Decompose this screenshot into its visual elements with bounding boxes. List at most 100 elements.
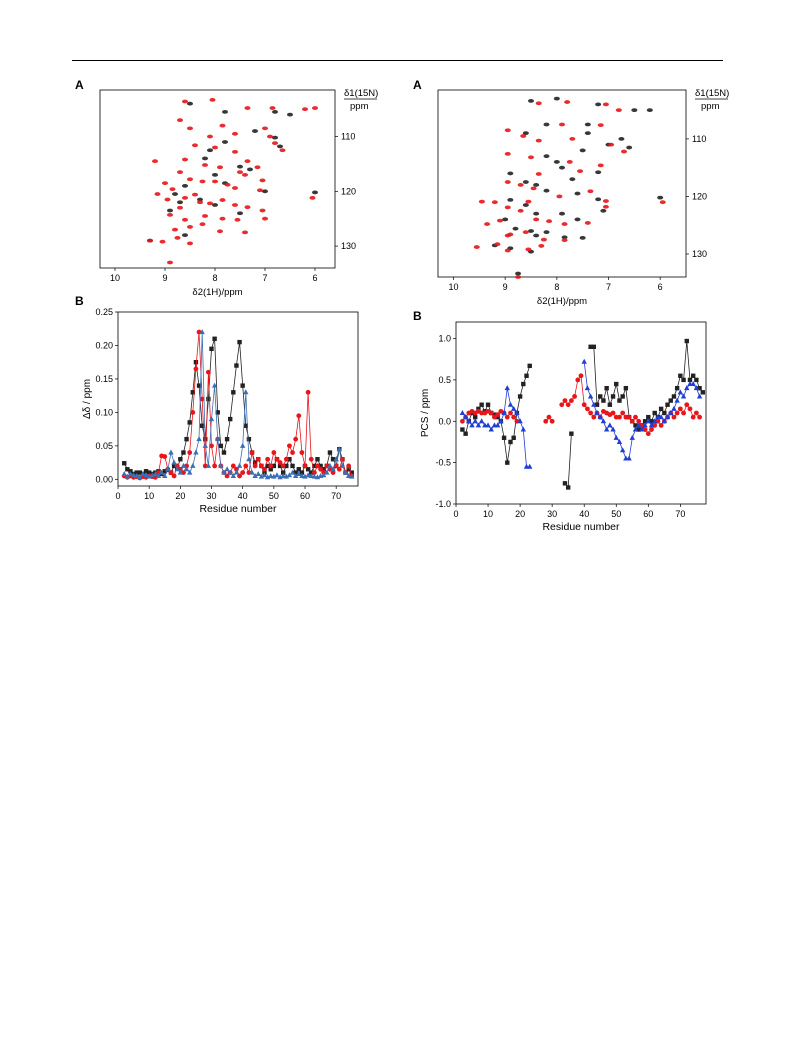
y-tick-label: 130 xyxy=(341,241,356,251)
data-point xyxy=(333,456,339,462)
data-point xyxy=(227,469,233,475)
data-point xyxy=(620,410,626,416)
data-point xyxy=(318,466,323,472)
data-point xyxy=(149,472,155,478)
data-point xyxy=(507,401,514,407)
data-point xyxy=(162,472,168,478)
data-point xyxy=(212,463,218,469)
data-point xyxy=(321,472,327,478)
peak xyxy=(197,200,203,205)
peak xyxy=(522,131,529,136)
data-point xyxy=(616,438,623,444)
peak xyxy=(262,189,268,194)
data-point xyxy=(677,389,684,395)
x-tick-label: 30 xyxy=(206,491,216,501)
data-point xyxy=(208,416,215,422)
data-point xyxy=(205,462,212,468)
peak xyxy=(187,225,193,229)
data-point xyxy=(255,456,261,462)
x-tick-label: 9 xyxy=(503,282,508,292)
peak xyxy=(242,230,248,235)
data-point xyxy=(202,442,208,448)
data-point xyxy=(180,462,187,468)
peak xyxy=(212,172,218,177)
peak xyxy=(232,203,238,207)
data-point xyxy=(639,426,645,432)
data-point xyxy=(504,414,510,420)
data-point xyxy=(308,472,314,478)
data-point xyxy=(463,431,468,436)
peak xyxy=(177,200,183,205)
data-point xyxy=(549,418,555,424)
peak xyxy=(207,134,213,139)
peak xyxy=(167,208,173,213)
peak xyxy=(512,226,519,231)
data-point xyxy=(492,412,497,417)
nmr-spectrum-left: 10 9 8 7 6 110 120 130 δ2(1H)/ppm δ1(15N) ppm xyxy=(99,88,378,298)
data-point xyxy=(237,473,242,479)
peak xyxy=(528,99,534,103)
x-tick-label: 6 xyxy=(312,273,317,283)
y-tick-label: 120 xyxy=(692,191,707,201)
data-point xyxy=(137,474,143,480)
peak xyxy=(237,211,243,216)
data-point xyxy=(649,427,654,432)
peak xyxy=(579,235,586,240)
data-point xyxy=(239,442,246,448)
x-tick-label: 10 xyxy=(483,509,493,519)
data-point xyxy=(296,467,301,472)
data-point xyxy=(514,410,520,415)
data-point xyxy=(218,462,224,468)
data-point xyxy=(283,473,290,479)
data-point xyxy=(255,470,261,476)
peak-series-black xyxy=(147,101,318,243)
data-point xyxy=(209,443,214,449)
data-point xyxy=(690,373,696,378)
peak xyxy=(219,198,226,202)
x-tick-label: 20 xyxy=(175,491,185,501)
data-point xyxy=(629,418,635,424)
peak xyxy=(626,145,633,150)
x-tick-label: 9 xyxy=(162,273,167,283)
peak xyxy=(147,238,153,243)
peak xyxy=(177,170,183,175)
peak xyxy=(244,159,251,164)
data-point xyxy=(610,394,616,399)
data-point xyxy=(249,469,255,475)
data-point xyxy=(336,466,342,472)
data-point xyxy=(311,470,317,476)
data-point xyxy=(299,472,305,478)
data-point xyxy=(678,373,683,378)
data-point xyxy=(562,481,568,486)
data-point xyxy=(274,456,280,462)
data-point xyxy=(252,472,258,478)
data-point xyxy=(299,450,305,455)
data-point xyxy=(345,472,352,478)
y-axis-label: PCS / ppm xyxy=(420,389,431,437)
peak xyxy=(538,244,545,248)
peak xyxy=(515,275,522,279)
data-point xyxy=(697,414,702,420)
peak xyxy=(199,179,206,184)
peak xyxy=(533,233,540,238)
y-tick-label: 110 xyxy=(692,134,706,144)
data-point xyxy=(265,463,270,469)
data-point xyxy=(521,381,526,387)
data-point xyxy=(668,410,674,415)
data-point xyxy=(314,474,321,480)
peak xyxy=(152,159,158,164)
data-point xyxy=(230,472,237,478)
y-tick-label: 110 xyxy=(341,132,355,142)
data-point xyxy=(603,426,610,432)
peak xyxy=(504,205,511,210)
data-point xyxy=(186,469,193,475)
data-point xyxy=(196,383,202,388)
data-point xyxy=(336,446,342,452)
data-point xyxy=(190,462,196,468)
data-point xyxy=(280,463,286,469)
data-point xyxy=(601,398,606,403)
data-point xyxy=(237,339,242,345)
data-point xyxy=(312,463,317,469)
data-point xyxy=(199,423,205,428)
plot-frame xyxy=(455,321,707,505)
